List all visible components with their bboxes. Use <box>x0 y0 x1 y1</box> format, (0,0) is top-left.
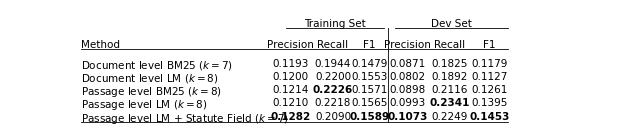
Text: 0.1210: 0.1210 <box>273 98 309 108</box>
Text: Document level BM25 ($k = 7$): Document level BM25 ($k = 7$) <box>81 59 233 72</box>
Text: 0.2249: 0.2249 <box>431 112 468 122</box>
Text: 0.1553: 0.1553 <box>351 72 387 82</box>
Text: Precision: Precision <box>384 40 431 50</box>
Text: 0.2200: 0.2200 <box>315 72 351 82</box>
Text: 0.2218: 0.2218 <box>315 98 351 108</box>
Text: Passage level LM ($k = 8$): Passage level LM ($k = 8$) <box>81 98 207 112</box>
Text: 0.1565: 0.1565 <box>351 98 387 108</box>
Text: Recall: Recall <box>317 40 349 50</box>
Text: 0.1589: 0.1589 <box>349 112 389 122</box>
Text: 0.1453: 0.1453 <box>469 112 509 122</box>
Text: 0.2090: 0.2090 <box>315 112 351 122</box>
Text: 0.2226: 0.2226 <box>313 85 353 95</box>
Text: Dev Set: Dev Set <box>431 19 472 29</box>
Text: 0.1127: 0.1127 <box>471 72 508 82</box>
Text: 0.1214: 0.1214 <box>273 85 309 95</box>
Text: Training Set: Training Set <box>304 19 365 29</box>
Text: 0.1179: 0.1179 <box>471 59 508 69</box>
Text: 0.1479: 0.1479 <box>351 59 387 69</box>
Text: 0.1571: 0.1571 <box>351 85 387 95</box>
Text: 0.1282: 0.1282 <box>271 112 311 122</box>
Text: Document level LM ($k = 8$): Document level LM ($k = 8$) <box>81 72 218 85</box>
Text: F1: F1 <box>363 40 376 50</box>
Text: 0.1193: 0.1193 <box>273 59 309 69</box>
Text: 0.1073: 0.1073 <box>387 112 428 122</box>
Text: Passage level LM + Statute Field ($k = 7$): Passage level LM + Statute Field ($k = 7… <box>81 112 289 125</box>
Text: Recall: Recall <box>434 40 465 50</box>
Text: 0.2116: 0.2116 <box>431 85 468 95</box>
Text: 0.0898: 0.0898 <box>389 85 426 95</box>
Text: 0.2341: 0.2341 <box>429 98 470 108</box>
Text: Precision: Precision <box>268 40 314 50</box>
Text: 0.0802: 0.0802 <box>389 72 426 82</box>
Text: 0.0871: 0.0871 <box>389 59 426 69</box>
Text: Passage level BM25 ($k = 8$): Passage level BM25 ($k = 8$) <box>81 85 222 99</box>
Text: 0.1944: 0.1944 <box>315 59 351 69</box>
Text: Method: Method <box>81 40 120 50</box>
Text: 0.1892: 0.1892 <box>431 72 468 82</box>
Text: 0.1200: 0.1200 <box>273 72 309 82</box>
Text: 0.1395: 0.1395 <box>471 98 508 108</box>
Text: F1: F1 <box>483 40 495 50</box>
Text: 0.1825: 0.1825 <box>431 59 468 69</box>
Text: 0.0993: 0.0993 <box>389 98 426 108</box>
Text: 0.1261: 0.1261 <box>471 85 508 95</box>
